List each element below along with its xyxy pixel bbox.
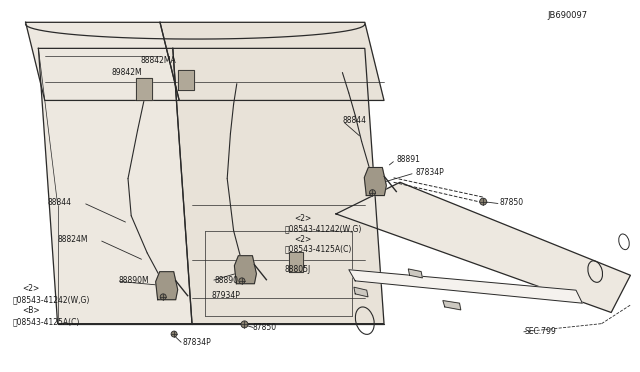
Polygon shape (234, 256, 257, 284)
Polygon shape (136, 78, 152, 100)
Text: SEC.799: SEC.799 (525, 327, 557, 336)
Text: 87834P: 87834P (182, 338, 211, 347)
Polygon shape (26, 22, 179, 100)
Text: 88842MA: 88842MA (141, 56, 177, 65)
Polygon shape (178, 70, 193, 90)
Text: 87934P: 87934P (211, 291, 240, 300)
Text: 87850: 87850 (499, 198, 524, 207)
Circle shape (369, 190, 376, 196)
Text: 87850: 87850 (253, 323, 277, 332)
Text: Ⓢ08543-4125A(C): Ⓢ08543-4125A(C) (285, 245, 352, 254)
Polygon shape (443, 301, 461, 310)
Text: Ⓢ08543-4125A(C): Ⓢ08543-4125A(C) (13, 317, 80, 326)
Text: 88805J: 88805J (285, 265, 311, 274)
Polygon shape (38, 48, 192, 324)
Text: 88890: 88890 (214, 276, 239, 285)
Text: JB690097: JB690097 (547, 11, 588, 20)
Text: <2>: <2> (22, 284, 40, 293)
Polygon shape (289, 252, 303, 272)
Polygon shape (408, 269, 422, 278)
Polygon shape (156, 272, 178, 300)
Circle shape (241, 321, 248, 328)
Polygon shape (336, 182, 630, 312)
Text: 88844: 88844 (48, 198, 72, 207)
Text: 87834P: 87834P (416, 169, 445, 177)
Text: 88824M: 88824M (58, 235, 88, 244)
Circle shape (480, 198, 486, 205)
Polygon shape (173, 48, 384, 324)
Circle shape (160, 294, 166, 300)
Text: Ⓢ08543-41242(W,G): Ⓢ08543-41242(W,G) (13, 295, 90, 304)
Polygon shape (364, 167, 387, 196)
Text: 88844: 88844 (342, 116, 367, 125)
Text: <B>: <B> (22, 306, 40, 315)
Text: Ⓢ08543-41242(W,G): Ⓢ08543-41242(W,G) (285, 224, 362, 233)
Circle shape (239, 278, 245, 284)
Text: 88890M: 88890M (118, 276, 149, 285)
Polygon shape (349, 270, 582, 303)
Text: <2>: <2> (294, 235, 312, 244)
Text: <2>: <2> (294, 214, 312, 223)
Circle shape (171, 331, 177, 337)
Text: 89842M: 89842M (112, 68, 143, 77)
Text: 88891: 88891 (397, 155, 420, 164)
Polygon shape (354, 287, 368, 297)
Polygon shape (160, 22, 384, 100)
